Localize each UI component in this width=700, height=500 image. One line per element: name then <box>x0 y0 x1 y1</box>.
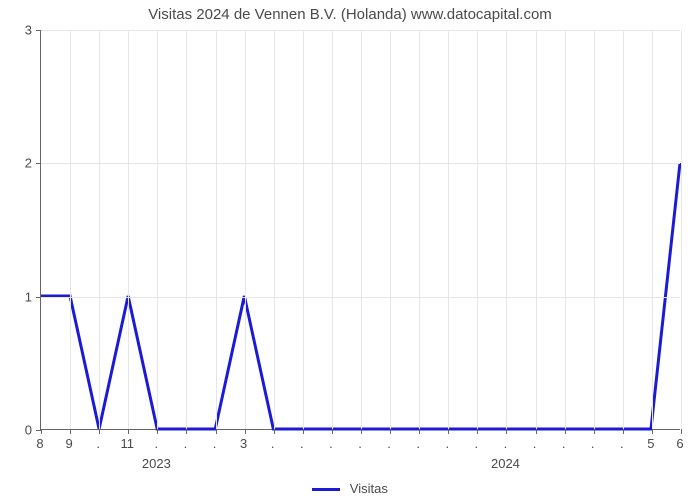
xtick-label: . <box>445 436 449 451</box>
xtick-label: 6 <box>676 436 683 451</box>
xtick-label: . <box>96 436 100 451</box>
xtick-label: . <box>533 436 537 451</box>
ytick-label: 2 <box>25 156 32 171</box>
gridline-v <box>274 30 275 429</box>
gridline-v <box>390 30 391 429</box>
xtick-mark <box>390 429 391 434</box>
xtick-mark <box>652 429 653 434</box>
xtick-mark <box>594 429 595 434</box>
xtick-mark <box>216 429 217 434</box>
chart-container: Visitas 2024 de Vennen B.V. (Holanda) ww… <box>0 0 700 500</box>
xtick-label: . <box>329 436 333 451</box>
gridline-v <box>594 30 595 429</box>
xtick-mark <box>99 429 100 434</box>
gridline-v <box>186 30 187 429</box>
gridline-v <box>99 30 100 429</box>
gridline-v <box>245 30 246 429</box>
xtick-label: . <box>504 436 508 451</box>
gridline-v <box>681 30 682 429</box>
xtick-label: . <box>416 436 420 451</box>
xtick-label: . <box>184 436 188 451</box>
xtick-label: . <box>213 436 217 451</box>
xtick-label: . <box>300 436 304 451</box>
xtick-label: 9 <box>65 436 72 451</box>
xtick-mark <box>128 429 129 434</box>
xtick-mark <box>274 429 275 434</box>
year-label: 2023 <box>142 456 171 471</box>
xtick-mark <box>565 429 566 434</box>
xtick-label: 11 <box>121 436 135 451</box>
xtick-mark <box>623 429 624 434</box>
xtick-mark <box>70 429 71 434</box>
xtick-label: . <box>620 436 624 451</box>
xtick-label: . <box>155 436 159 451</box>
ytick-label: 0 <box>25 423 32 438</box>
xtick-label: . <box>271 436 275 451</box>
xtick-label: . <box>562 436 566 451</box>
ytick-mark <box>36 30 41 31</box>
gridline-v <box>477 30 478 429</box>
xtick-mark <box>419 429 420 434</box>
plot-area <box>40 30 680 430</box>
gridline-v <box>128 30 129 429</box>
gridline-v <box>303 30 304 429</box>
gridline-v <box>332 30 333 429</box>
xtick-label: 3 <box>240 436 247 451</box>
legend: Visitas <box>0 481 700 496</box>
gridline-v <box>536 30 537 429</box>
xtick-mark <box>41 429 42 434</box>
xtick-mark <box>245 429 246 434</box>
xtick-mark <box>477 429 478 434</box>
gridline-v <box>623 30 624 429</box>
gridline-v <box>565 30 566 429</box>
xtick-mark <box>157 429 158 434</box>
xtick-mark <box>448 429 449 434</box>
gridline-v <box>361 30 362 429</box>
ytick-label: 3 <box>25 23 32 38</box>
gridline-v <box>506 30 507 429</box>
xtick-mark <box>506 429 507 434</box>
xtick-label: . <box>387 436 391 451</box>
legend-label: Visitas <box>350 481 388 496</box>
ytick-mark <box>36 297 41 298</box>
gridline-v <box>448 30 449 429</box>
xtick-label: . <box>591 436 595 451</box>
gridline-v <box>70 30 71 429</box>
gridline-v <box>419 30 420 429</box>
gridline-v <box>157 30 158 429</box>
xtick-mark <box>303 429 304 434</box>
xtick-mark <box>332 429 333 434</box>
xtick-mark <box>361 429 362 434</box>
chart-title: Visitas 2024 de Vennen B.V. (Holanda) ww… <box>0 6 700 23</box>
xtick-mark <box>681 429 682 434</box>
xtick-mark <box>186 429 187 434</box>
legend-swatch <box>312 488 340 491</box>
ytick-mark <box>36 163 41 164</box>
xtick-label: . <box>475 436 479 451</box>
xtick-mark <box>536 429 537 434</box>
gridline-v <box>652 30 653 429</box>
year-label: 2024 <box>491 456 520 471</box>
xtick-label: . <box>358 436 362 451</box>
gridline-v <box>216 30 217 429</box>
xtick-label: 8 <box>36 436 43 451</box>
ytick-label: 1 <box>25 289 32 304</box>
xtick-label: 5 <box>647 436 654 451</box>
